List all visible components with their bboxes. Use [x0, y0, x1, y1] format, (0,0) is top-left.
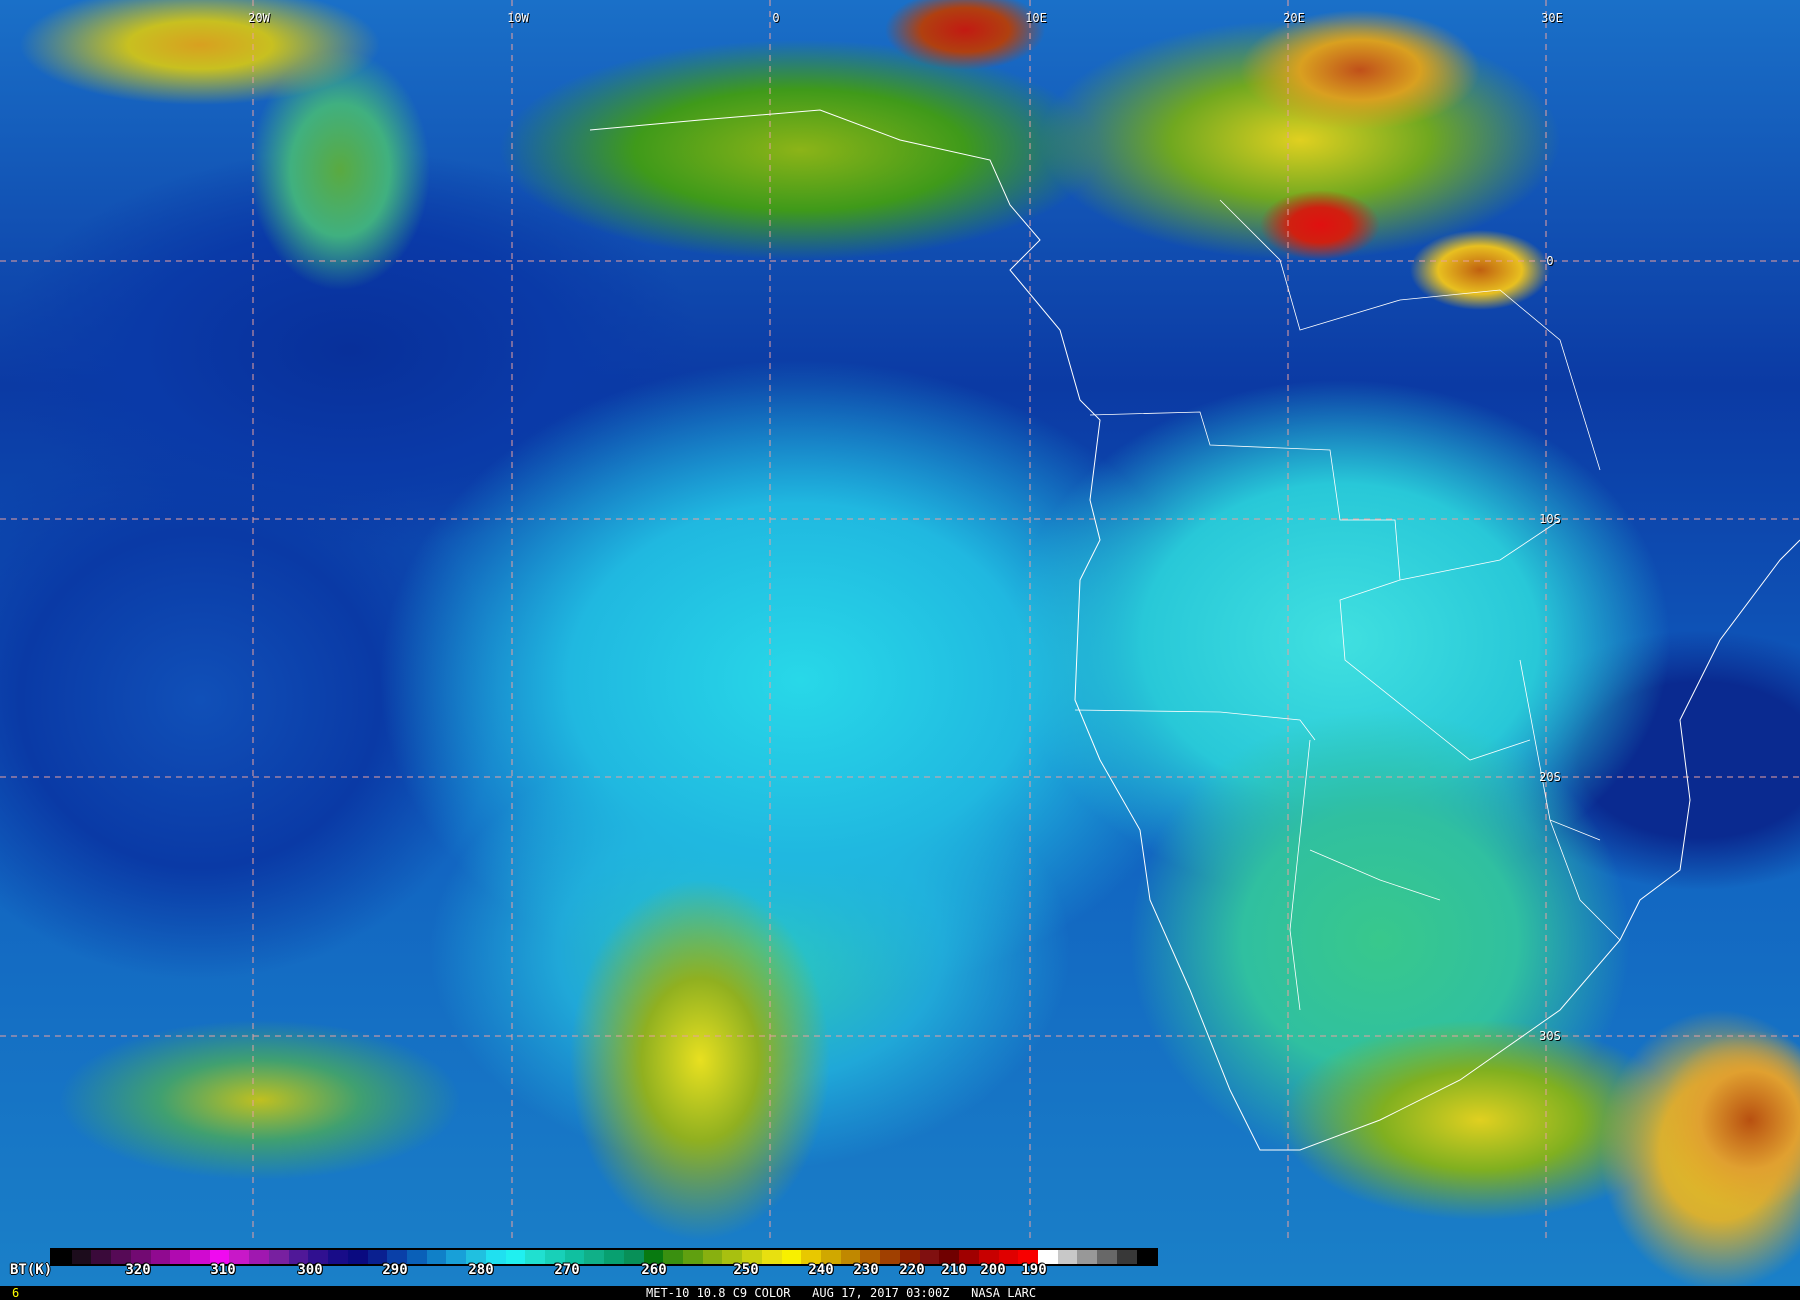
- colorbar-swatch: [742, 1250, 762, 1264]
- colorbar-swatch: [643, 1250, 664, 1264]
- colorbar-swatch: [683, 1250, 703, 1264]
- colorbar-swatch: [249, 1250, 269, 1264]
- colorbar-swatch: [584, 1250, 605, 1264]
- colorbar-swatch: [347, 1250, 368, 1264]
- colorbar-tick-label: 230: [853, 1262, 879, 1278]
- colorbar-swatch: [761, 1250, 782, 1264]
- colorbar-swatch: [722, 1250, 743, 1264]
- colorbar-tick-label: 260: [641, 1262, 667, 1278]
- colorbar-tick-label: 190: [1021, 1262, 1047, 1278]
- colorbar-swatch: [170, 1250, 191, 1264]
- longitude-label: 30E: [1541, 11, 1563, 25]
- colorbar-swatch: [406, 1250, 427, 1264]
- africa-coastline: [589, 109, 1800, 1151]
- colorbar-swatch: [446, 1250, 467, 1264]
- colorbar-swatch: [1116, 1250, 1137, 1264]
- colorbar-tick-label: 300: [297, 1262, 323, 1278]
- footer-bar: 6 MET-10 10.8 C9 COLOR AUG 17, 2017 03:0…: [0, 1286, 1800, 1300]
- colorbar-swatch: [71, 1250, 92, 1264]
- colorbar-swatch: [544, 1250, 565, 1264]
- colorbar-swatch: [387, 1250, 407, 1264]
- colorbar-swatch: [505, 1250, 526, 1264]
- colorbar-swatch: [1057, 1250, 1078, 1264]
- colorbar-swatch: [426, 1250, 447, 1264]
- lat-lon-grid: [0, 0, 1800, 1240]
- colorbar-swatch: [564, 1250, 585, 1264]
- colorbar-swatch: [623, 1250, 644, 1264]
- colorbar-swatch: [288, 1250, 309, 1264]
- longitude-label: 10E: [1025, 11, 1047, 25]
- colorbar-tick-label: 280: [468, 1262, 494, 1278]
- colorbar-unit-label: BT(K): [10, 1262, 53, 1278]
- colorbar-swatch: [190, 1250, 210, 1264]
- colorbar-swatch: [367, 1250, 388, 1264]
- longitude-label: 10W: [507, 11, 529, 25]
- colorbar-swatch: [130, 1250, 151, 1264]
- colorbar-swatch: [919, 1250, 940, 1264]
- colorbar-swatch: [860, 1250, 881, 1264]
- colorbar-swatch: [840, 1250, 861, 1264]
- colorbar-swatch: [1018, 1250, 1038, 1264]
- colorbar-tick-label: 270: [554, 1262, 580, 1278]
- colorbar-swatch: [1097, 1250, 1117, 1264]
- colorbar-swatch: [308, 1250, 329, 1264]
- colorbar-swatch: [939, 1250, 960, 1264]
- colorbar-tick-label: 250: [733, 1262, 759, 1278]
- colorbar-swatch: [781, 1250, 802, 1264]
- colorbar-swatch: [899, 1250, 920, 1264]
- colorbar-swatch: [702, 1250, 723, 1264]
- latitude-label: 20S: [1539, 770, 1561, 784]
- colorbar-swatch: [1136, 1250, 1157, 1264]
- colorbar-swatch: [466, 1250, 486, 1264]
- colorbar-swatch: [978, 1250, 999, 1264]
- colorbar-swatch: [268, 1250, 289, 1264]
- longitude-label: 0: [772, 11, 780, 25]
- colorbar-swatch: [998, 1250, 1019, 1264]
- colorbar-swatch: [880, 1250, 900, 1264]
- brightness-temperature-colorbar: [50, 1248, 1158, 1266]
- longitude-label: 20E: [1283, 11, 1305, 25]
- colorbar-swatch: [328, 1250, 348, 1264]
- latitude-label: 30S: [1539, 1029, 1561, 1043]
- colorbar-tick-label: 320: [125, 1262, 151, 1278]
- colorbar-tick-label: 210: [941, 1262, 967, 1278]
- colorbar-swatch: [663, 1250, 683, 1264]
- colorbar-tick-label: 200: [980, 1262, 1006, 1278]
- colorbar-tick-label: 240: [808, 1262, 834, 1278]
- colorbar-swatch: [1077, 1250, 1098, 1264]
- colorbar-swatch: [525, 1250, 545, 1264]
- colorbar-tick-label: 290: [382, 1262, 408, 1278]
- colorbar-tick-label: 220: [899, 1262, 925, 1278]
- latitude-label: 10S: [1539, 512, 1561, 526]
- colorbar-swatch: [150, 1250, 171, 1264]
- colorbar-swatch: [229, 1250, 250, 1264]
- frame-number: 6: [12, 1286, 20, 1300]
- colorbar-tick-label: 310: [210, 1262, 236, 1278]
- colorbar-swatch: [959, 1250, 979, 1264]
- colorbar-swatch: [111, 1250, 131, 1264]
- longitude-label: 20W: [248, 11, 270, 25]
- colorbar-swatch: [209, 1250, 230, 1264]
- colorbar-swatch: [91, 1250, 112, 1264]
- image-caption: MET-10 10.8 C9 COLOR AUG 17, 2017 03:00Z…: [646, 1286, 1037, 1300]
- colorbar-swatch: [1037, 1250, 1058, 1264]
- colorbar-swatch: [821, 1250, 841, 1264]
- colorbar-swatch: [52, 1250, 72, 1264]
- country-borders: [1074, 199, 1621, 1011]
- colorbar-swatch: [604, 1250, 624, 1264]
- latitude-label: 0: [1546, 254, 1554, 268]
- colorbar-swatch: [801, 1250, 822, 1264]
- colorbar-swatch: [485, 1250, 506, 1264]
